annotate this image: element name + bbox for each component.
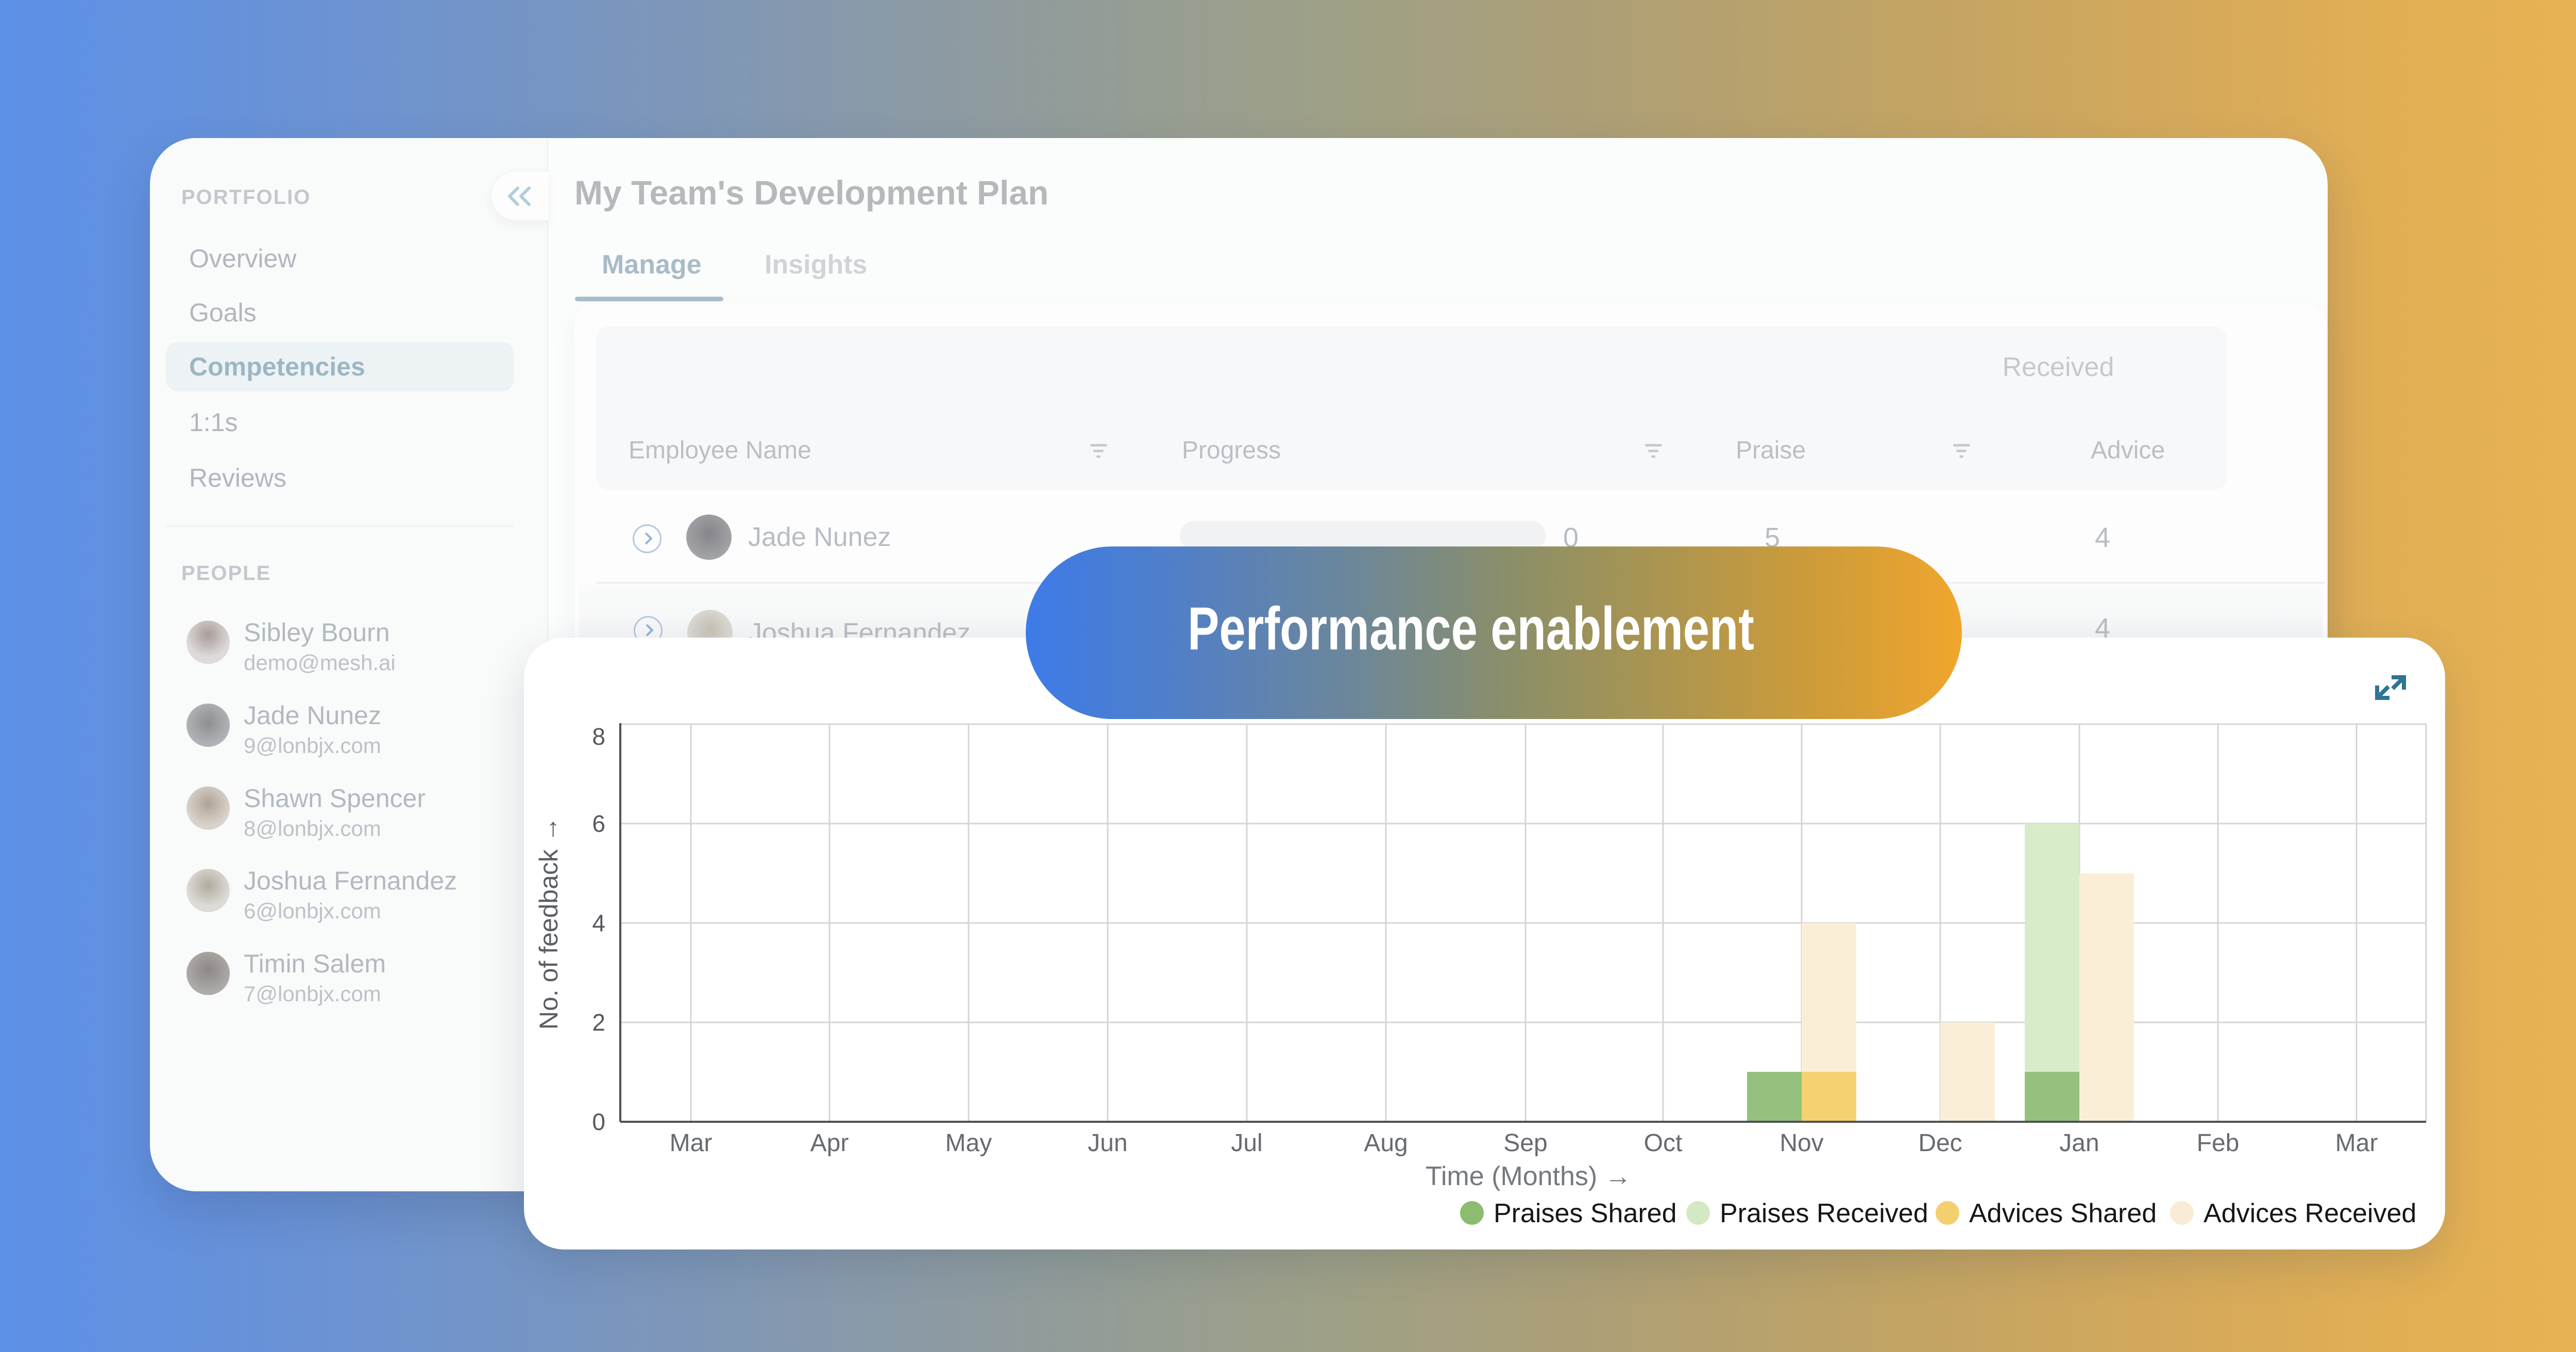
svg-text:Advices Shared: Advices Shared bbox=[1969, 1199, 2157, 1228]
svg-text:Aug: Aug bbox=[1364, 1129, 1408, 1157]
svg-text:0: 0 bbox=[592, 1108, 605, 1135]
svg-text:Praises Shared: Praises Shared bbox=[1494, 1199, 1677, 1228]
svg-text:Advices Received: Advices Received bbox=[2204, 1199, 2416, 1228]
svg-text:Time (Months) →: Time (Months) → bbox=[1426, 1161, 1632, 1191]
svg-text:Mar: Mar bbox=[2335, 1129, 2378, 1157]
svg-text:May: May bbox=[945, 1129, 992, 1157]
svg-text:Jun: Jun bbox=[1088, 1129, 1127, 1157]
svg-text:Oct: Oct bbox=[1644, 1129, 1683, 1157]
svg-text:Apr: Apr bbox=[810, 1129, 849, 1157]
svg-text:6: 6 bbox=[592, 810, 605, 837]
svg-text:Feb: Feb bbox=[2197, 1129, 2240, 1157]
svg-text:8: 8 bbox=[592, 723, 605, 750]
svg-text:Praises Received: Praises Received bbox=[1720, 1199, 1928, 1228]
svg-text:Jan: Jan bbox=[2059, 1129, 2099, 1157]
svg-text:4: 4 bbox=[592, 910, 605, 936]
svg-text:Nov: Nov bbox=[1780, 1129, 1823, 1157]
svg-text:Jul: Jul bbox=[1231, 1129, 1262, 1157]
svg-text:Dec: Dec bbox=[1918, 1129, 1962, 1157]
svg-text:Sep: Sep bbox=[1503, 1129, 1547, 1157]
svg-text:Mar: Mar bbox=[670, 1129, 713, 1157]
svg-text:No. of feedback →: No. of feedback → bbox=[534, 816, 563, 1030]
svg-text:2: 2 bbox=[592, 1009, 605, 1036]
